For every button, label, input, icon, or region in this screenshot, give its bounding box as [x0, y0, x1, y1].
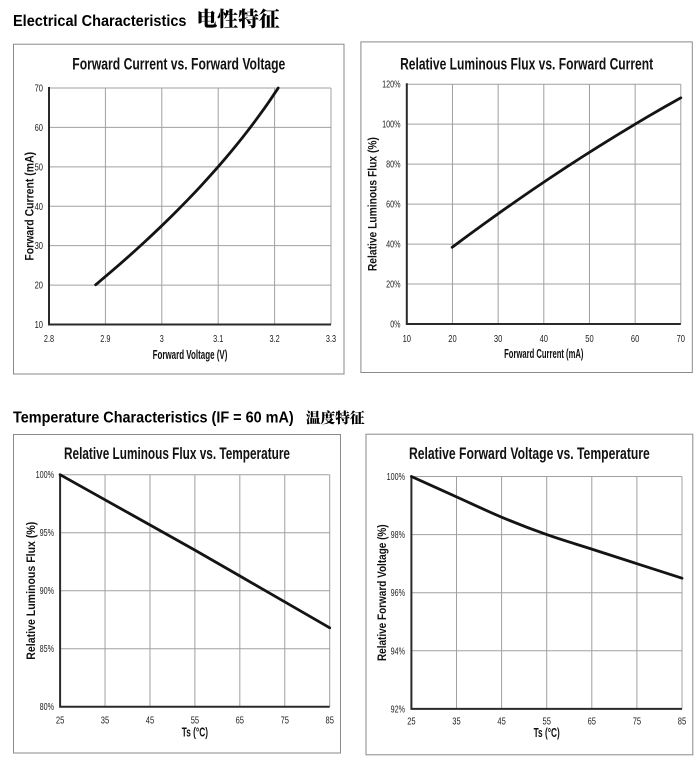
svg-text:20: 20 [35, 280, 44, 292]
svg-text:94%: 94% [391, 645, 405, 657]
svg-text:35: 35 [452, 716, 461, 728]
svg-text:60: 60 [35, 122, 44, 134]
svg-text:Relative Forward Voltage vs. T: Relative Forward Voltage vs. Temperature [409, 444, 650, 463]
svg-text:100%: 100% [36, 469, 54, 481]
svg-text:40: 40 [540, 333, 549, 345]
svg-text:65: 65 [236, 715, 245, 727]
svg-text:2.9: 2.9 [100, 333, 110, 345]
svg-text:30: 30 [494, 333, 503, 345]
svg-text:60: 60 [631, 333, 640, 345]
svg-text:50: 50 [585, 333, 594, 345]
svg-text:40%: 40% [386, 239, 400, 251]
svg-text:35: 35 [101, 715, 110, 727]
svg-text:Temperature Characteristics (I: Temperature Characteristics (IF = 60 mA) [13, 410, 294, 427]
svg-text:20: 20 [448, 333, 457, 345]
svg-text:85%: 85% [40, 643, 54, 655]
svg-text:Forward Voltage (V): Forward Voltage (V) [153, 348, 228, 362]
svg-text:3.3: 3.3 [326, 333, 336, 345]
svg-text:70: 70 [677, 333, 686, 345]
svg-text:85: 85 [326, 715, 335, 727]
svg-text:25: 25 [56, 715, 65, 727]
svg-text:Relative Luminous Flux vs. For: Relative Luminous Flux vs. Forward Curre… [400, 55, 653, 74]
svg-text:85: 85 [678, 716, 687, 728]
svg-text:Relative Luminous Flux vs. Tem: Relative Luminous Flux vs. Temperature [64, 444, 290, 463]
svg-text:25: 25 [407, 716, 416, 728]
svg-text:0%: 0% [390, 319, 400, 331]
svg-text:Relative Luminous Flux (%): Relative Luminous Flux (%) [366, 137, 380, 271]
svg-text:40: 40 [35, 201, 44, 213]
svg-text:Relative Luminous Flux (%): Relative Luminous Flux (%) [24, 522, 38, 660]
svg-text:Electrical Characteristics: Electrical Characteristics [13, 13, 187, 30]
svg-text:45: 45 [497, 716, 506, 728]
svg-text:3.1: 3.1 [213, 333, 223, 345]
svg-text:120%: 120% [382, 79, 400, 91]
svg-text:20%: 20% [386, 279, 400, 291]
svg-text:2.8: 2.8 [44, 333, 54, 345]
svg-text:45: 45 [146, 715, 155, 727]
svg-text:55: 55 [191, 715, 200, 727]
svg-text:70: 70 [35, 83, 44, 95]
svg-text:92%: 92% [391, 703, 405, 715]
svg-text:75: 75 [633, 716, 642, 728]
svg-text:30: 30 [35, 240, 44, 252]
svg-text:Ts (°C): Ts (°C) [182, 726, 208, 740]
svg-text:65: 65 [588, 716, 597, 728]
svg-text:Ts (°C): Ts (°C) [534, 726, 560, 740]
svg-text:10: 10 [35, 319, 44, 331]
svg-text:80%: 80% [40, 701, 54, 713]
svg-text:3.2: 3.2 [270, 333, 280, 345]
svg-text:Forward Current (mA): Forward Current (mA) [504, 347, 583, 361]
svg-text:75: 75 [281, 715, 290, 727]
svg-text:80%: 80% [386, 159, 400, 171]
svg-text:95%: 95% [40, 527, 54, 539]
svg-text:55: 55 [543, 716, 552, 728]
svg-text:100%: 100% [387, 471, 405, 483]
svg-text:60%: 60% [386, 199, 400, 211]
svg-text:Relative Forward Voltage (%): Relative Forward Voltage (%) [375, 524, 389, 661]
svg-text:98%: 98% [391, 529, 405, 541]
svg-text:3: 3 [160, 333, 164, 345]
svg-text:96%: 96% [391, 587, 405, 599]
svg-text:90%: 90% [40, 585, 54, 597]
svg-text:10: 10 [403, 333, 412, 345]
svg-text:Forward Current vs. Forward Vo: Forward Current vs. Forward Voltage [72, 55, 285, 74]
svg-text:100%: 100% [382, 119, 400, 131]
svg-text:Forward Current (mA): Forward Current (mA) [22, 152, 36, 261]
svg-text:50: 50 [35, 161, 44, 173]
